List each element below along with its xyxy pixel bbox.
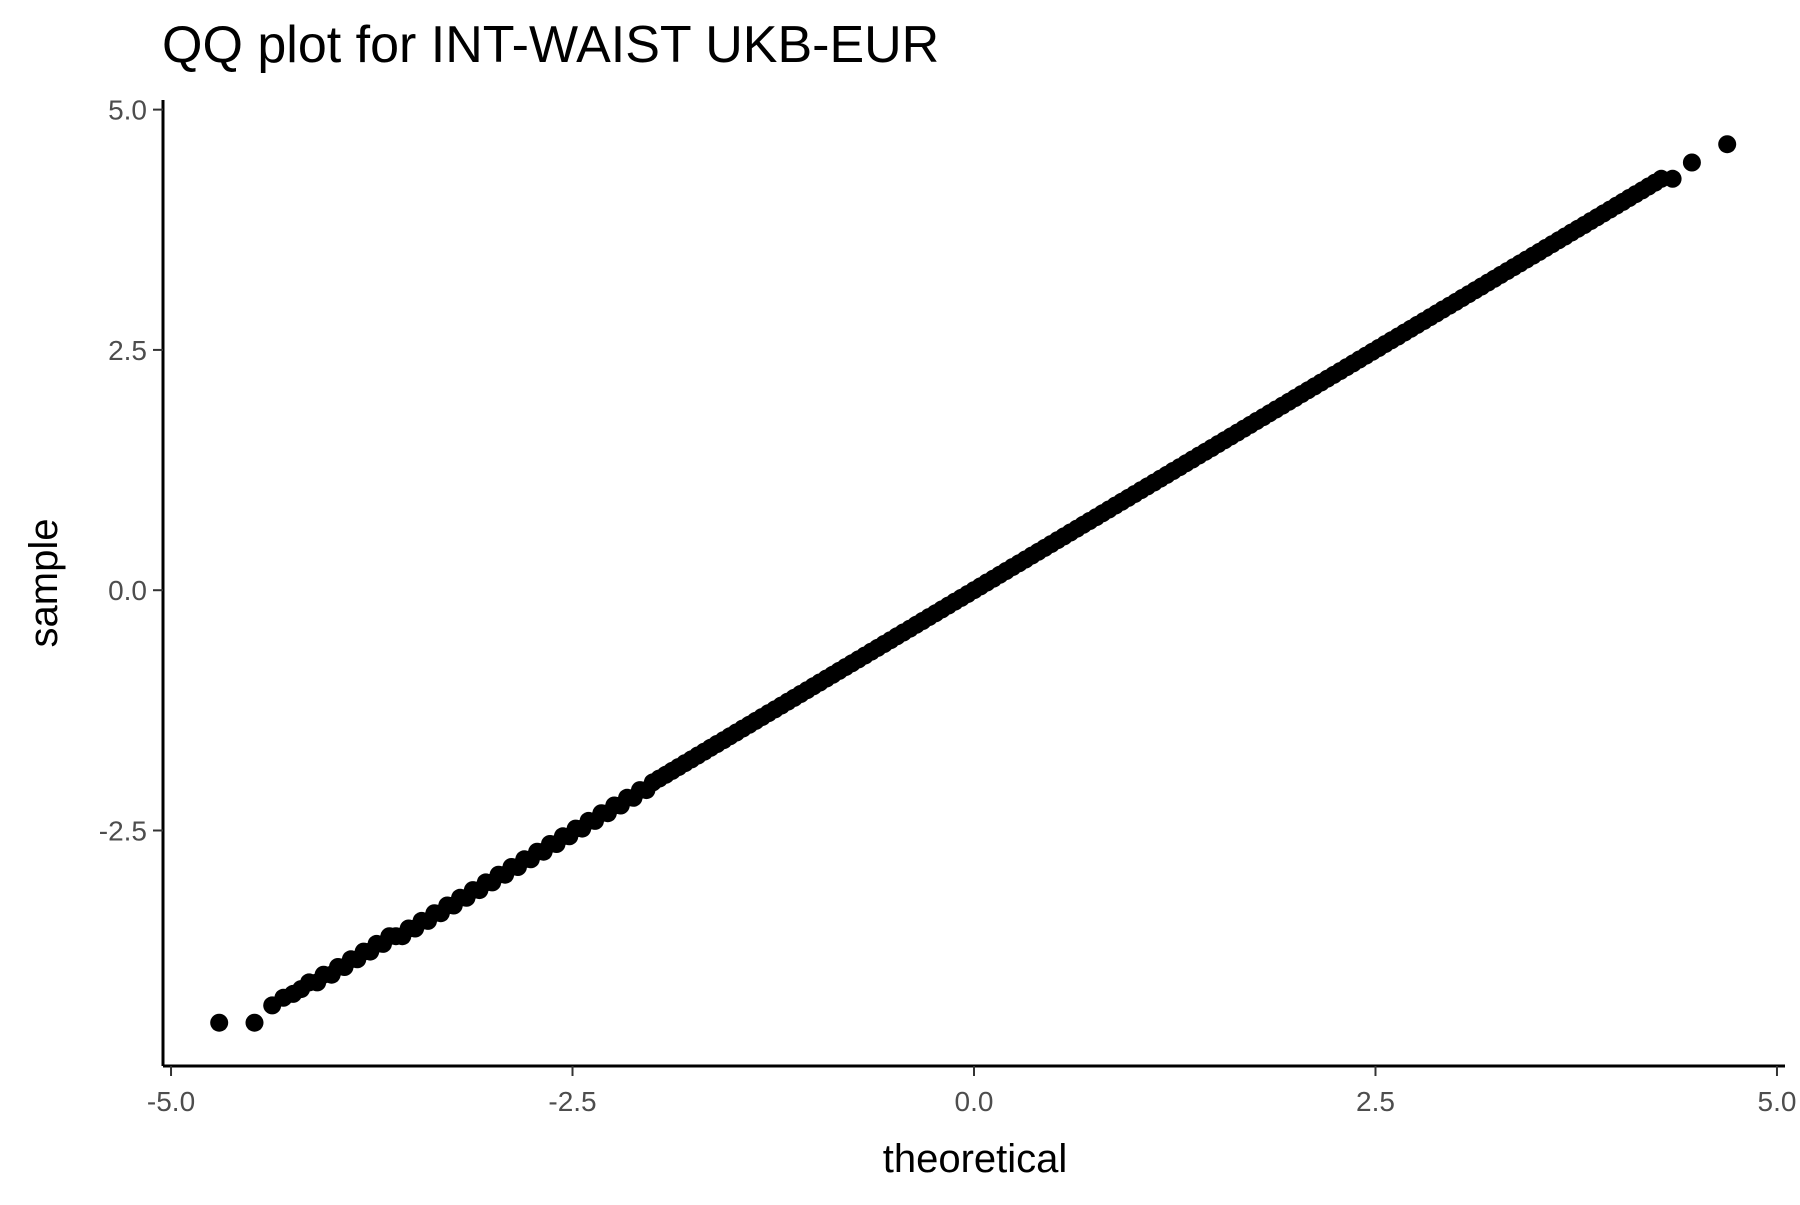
data-point xyxy=(1682,153,1701,172)
data-point xyxy=(1663,169,1682,188)
chart-title: QQ plot for INT-WAIST UKB-EUR xyxy=(162,16,939,74)
axis-ticks: -5.0 -2.5 0.0 2.5 5.0 -2.5 0.0 2.5 5.0 xyxy=(99,95,1797,1117)
data-points xyxy=(210,135,1737,1032)
x-tick-label: -2.5 xyxy=(548,1086,596,1117)
x-tick-label: 2.5 xyxy=(1356,1086,1395,1117)
y-tick-label: -2.5 xyxy=(99,816,147,847)
x-axis-title: theoretical xyxy=(883,1137,1068,1181)
y-tick-label: 2.5 xyxy=(108,335,147,366)
x-tick-label: 0.0 xyxy=(955,1086,994,1117)
y-tick-label: 0.0 xyxy=(108,575,147,606)
data-point xyxy=(245,1013,264,1032)
data-point xyxy=(210,1013,229,1032)
x-tick-label: 5.0 xyxy=(1758,1086,1797,1117)
data-point xyxy=(1718,135,1737,154)
y-tick-label: 5.0 xyxy=(108,95,147,126)
y-axis-title: sample xyxy=(22,519,66,648)
x-tick-label: -5.0 xyxy=(147,1086,195,1117)
